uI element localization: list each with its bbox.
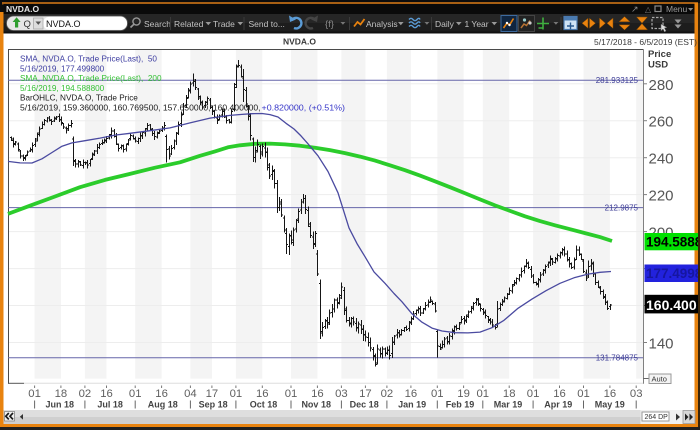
svg-text:220: 220: [649, 188, 674, 205]
svg-text:01: 01: [129, 388, 142, 400]
svg-text:18: 18: [503, 388, 516, 400]
svg-text:NVDA.O: NVDA.O: [46, 19, 81, 29]
svg-text:Feb 19: Feb 19: [446, 399, 475, 409]
svg-text:01: 01: [230, 388, 243, 400]
svg-text:Auto: Auto: [652, 375, 667, 384]
svg-text:Sep 18: Sep 18: [199, 399, 228, 409]
svg-text:212.9875: 212.9875: [605, 203, 639, 212]
svg-text:Jul 18: Jul 18: [97, 399, 123, 409]
svg-text:17: 17: [359, 388, 372, 400]
svg-text:May 19: May 19: [595, 399, 625, 409]
svg-text:5/17/2018 - 6/5/2019 (EST): 5/17/2018 - 6/5/2019 (EST): [594, 37, 697, 47]
svg-text:Dec 18: Dec 18: [350, 399, 379, 409]
svg-text:140: 140: [649, 336, 674, 353]
svg-text:NVDA.O: NVDA.O: [283, 37, 316, 47]
svg-text:Aug 18: Aug 18: [148, 399, 178, 409]
svg-text:Menu: Menu: [666, 4, 688, 14]
svg-text:{f}: {f}: [325, 19, 334, 30]
svg-text:↗: ↗: [631, 4, 639, 14]
svg-text:19: 19: [457, 388, 470, 400]
svg-text:Daily: Daily: [435, 19, 455, 29]
svg-text:USD: USD: [648, 60, 668, 71]
svg-text:281.933125: 281.933125: [596, 76, 639, 85]
svg-text:160.400: 160.400: [646, 297, 697, 313]
svg-text:Jan 19: Jan 19: [398, 399, 426, 409]
svg-text:01: 01: [285, 388, 298, 400]
svg-text:Related: Related: [174, 19, 204, 29]
svg-text:16: 16: [553, 388, 566, 400]
svg-text:177.4998: 177.4998: [646, 266, 700, 281]
svg-text:16: 16: [155, 388, 168, 400]
svg-text:16: 16: [256, 388, 269, 400]
svg-text:Trade: Trade: [213, 19, 235, 29]
svg-text:01: 01: [527, 388, 540, 400]
svg-text:16: 16: [311, 388, 324, 400]
svg-text:04: 04: [184, 388, 197, 400]
svg-text:Q: Q: [24, 19, 31, 30]
svg-text:Jun 18: Jun 18: [45, 399, 74, 409]
svg-text:Price: Price: [648, 49, 671, 60]
svg-text:SMA, NVDA.O, Trade Price(Last): SMA, NVDA.O, Trade Price(Last), 50: [20, 55, 157, 64]
svg-text:16: 16: [100, 388, 113, 400]
svg-text:△: △: [645, 5, 652, 14]
svg-text:Apr 19: Apr 19: [544, 399, 572, 409]
svg-text:18: 18: [55, 388, 68, 400]
svg-text:5/16/2019, 194.588800: 5/16/2019, 194.588800: [20, 84, 105, 93]
svg-text:Analysis: Analysis: [366, 19, 398, 29]
svg-text:Nov 18: Nov 18: [301, 399, 331, 409]
svg-text:BarOHLC, NVDA.O, Trade Price: BarOHLC, NVDA.O, Trade Price: [20, 94, 138, 103]
svg-text:NVDA.O: NVDA.O: [6, 4, 39, 14]
svg-text:Send to...: Send to...: [249, 19, 285, 29]
svg-text:+0.820000, (+0.51%): +0.820000, (+0.51%): [262, 104, 346, 113]
svg-text:Search: Search: [144, 19, 171, 29]
svg-text:SMA, NVDA.O, Trade Price(Last): SMA, NVDA.O, Trade Price(Last), 200: [20, 74, 162, 83]
svg-text:01: 01: [28, 388, 41, 400]
svg-text:03: 03: [335, 388, 348, 400]
svg-text:03: 03: [630, 388, 643, 400]
svg-text:02: 02: [79, 388, 92, 400]
svg-text:Oct 18: Oct 18: [250, 399, 278, 409]
svg-text:01: 01: [477, 388, 490, 400]
svg-text:5/16/2019, 159.360000, 160.769: 5/16/2019, 159.360000, 160.769500, 157.6…: [20, 104, 261, 113]
svg-text:194.5888: 194.5888: [646, 235, 700, 250]
svg-text:260: 260: [649, 114, 674, 131]
svg-text:17: 17: [206, 388, 219, 400]
svg-text:01: 01: [577, 388, 590, 400]
svg-text:280: 280: [649, 77, 674, 94]
svg-text:Mar 19: Mar 19: [494, 399, 523, 409]
svg-text:16: 16: [405, 388, 418, 400]
svg-text:240: 240: [649, 151, 674, 168]
svg-text:264 DP: 264 DP: [645, 414, 669, 421]
svg-text:02: 02: [381, 388, 394, 400]
svg-text:131.784875: 131.784875: [596, 354, 639, 363]
svg-text:5/16/2019, 177.499800: 5/16/2019, 177.499800: [20, 64, 105, 73]
svg-text:1 Year: 1 Year: [465, 19, 489, 29]
svg-text:01: 01: [431, 388, 444, 400]
svg-text:16: 16: [604, 388, 617, 400]
